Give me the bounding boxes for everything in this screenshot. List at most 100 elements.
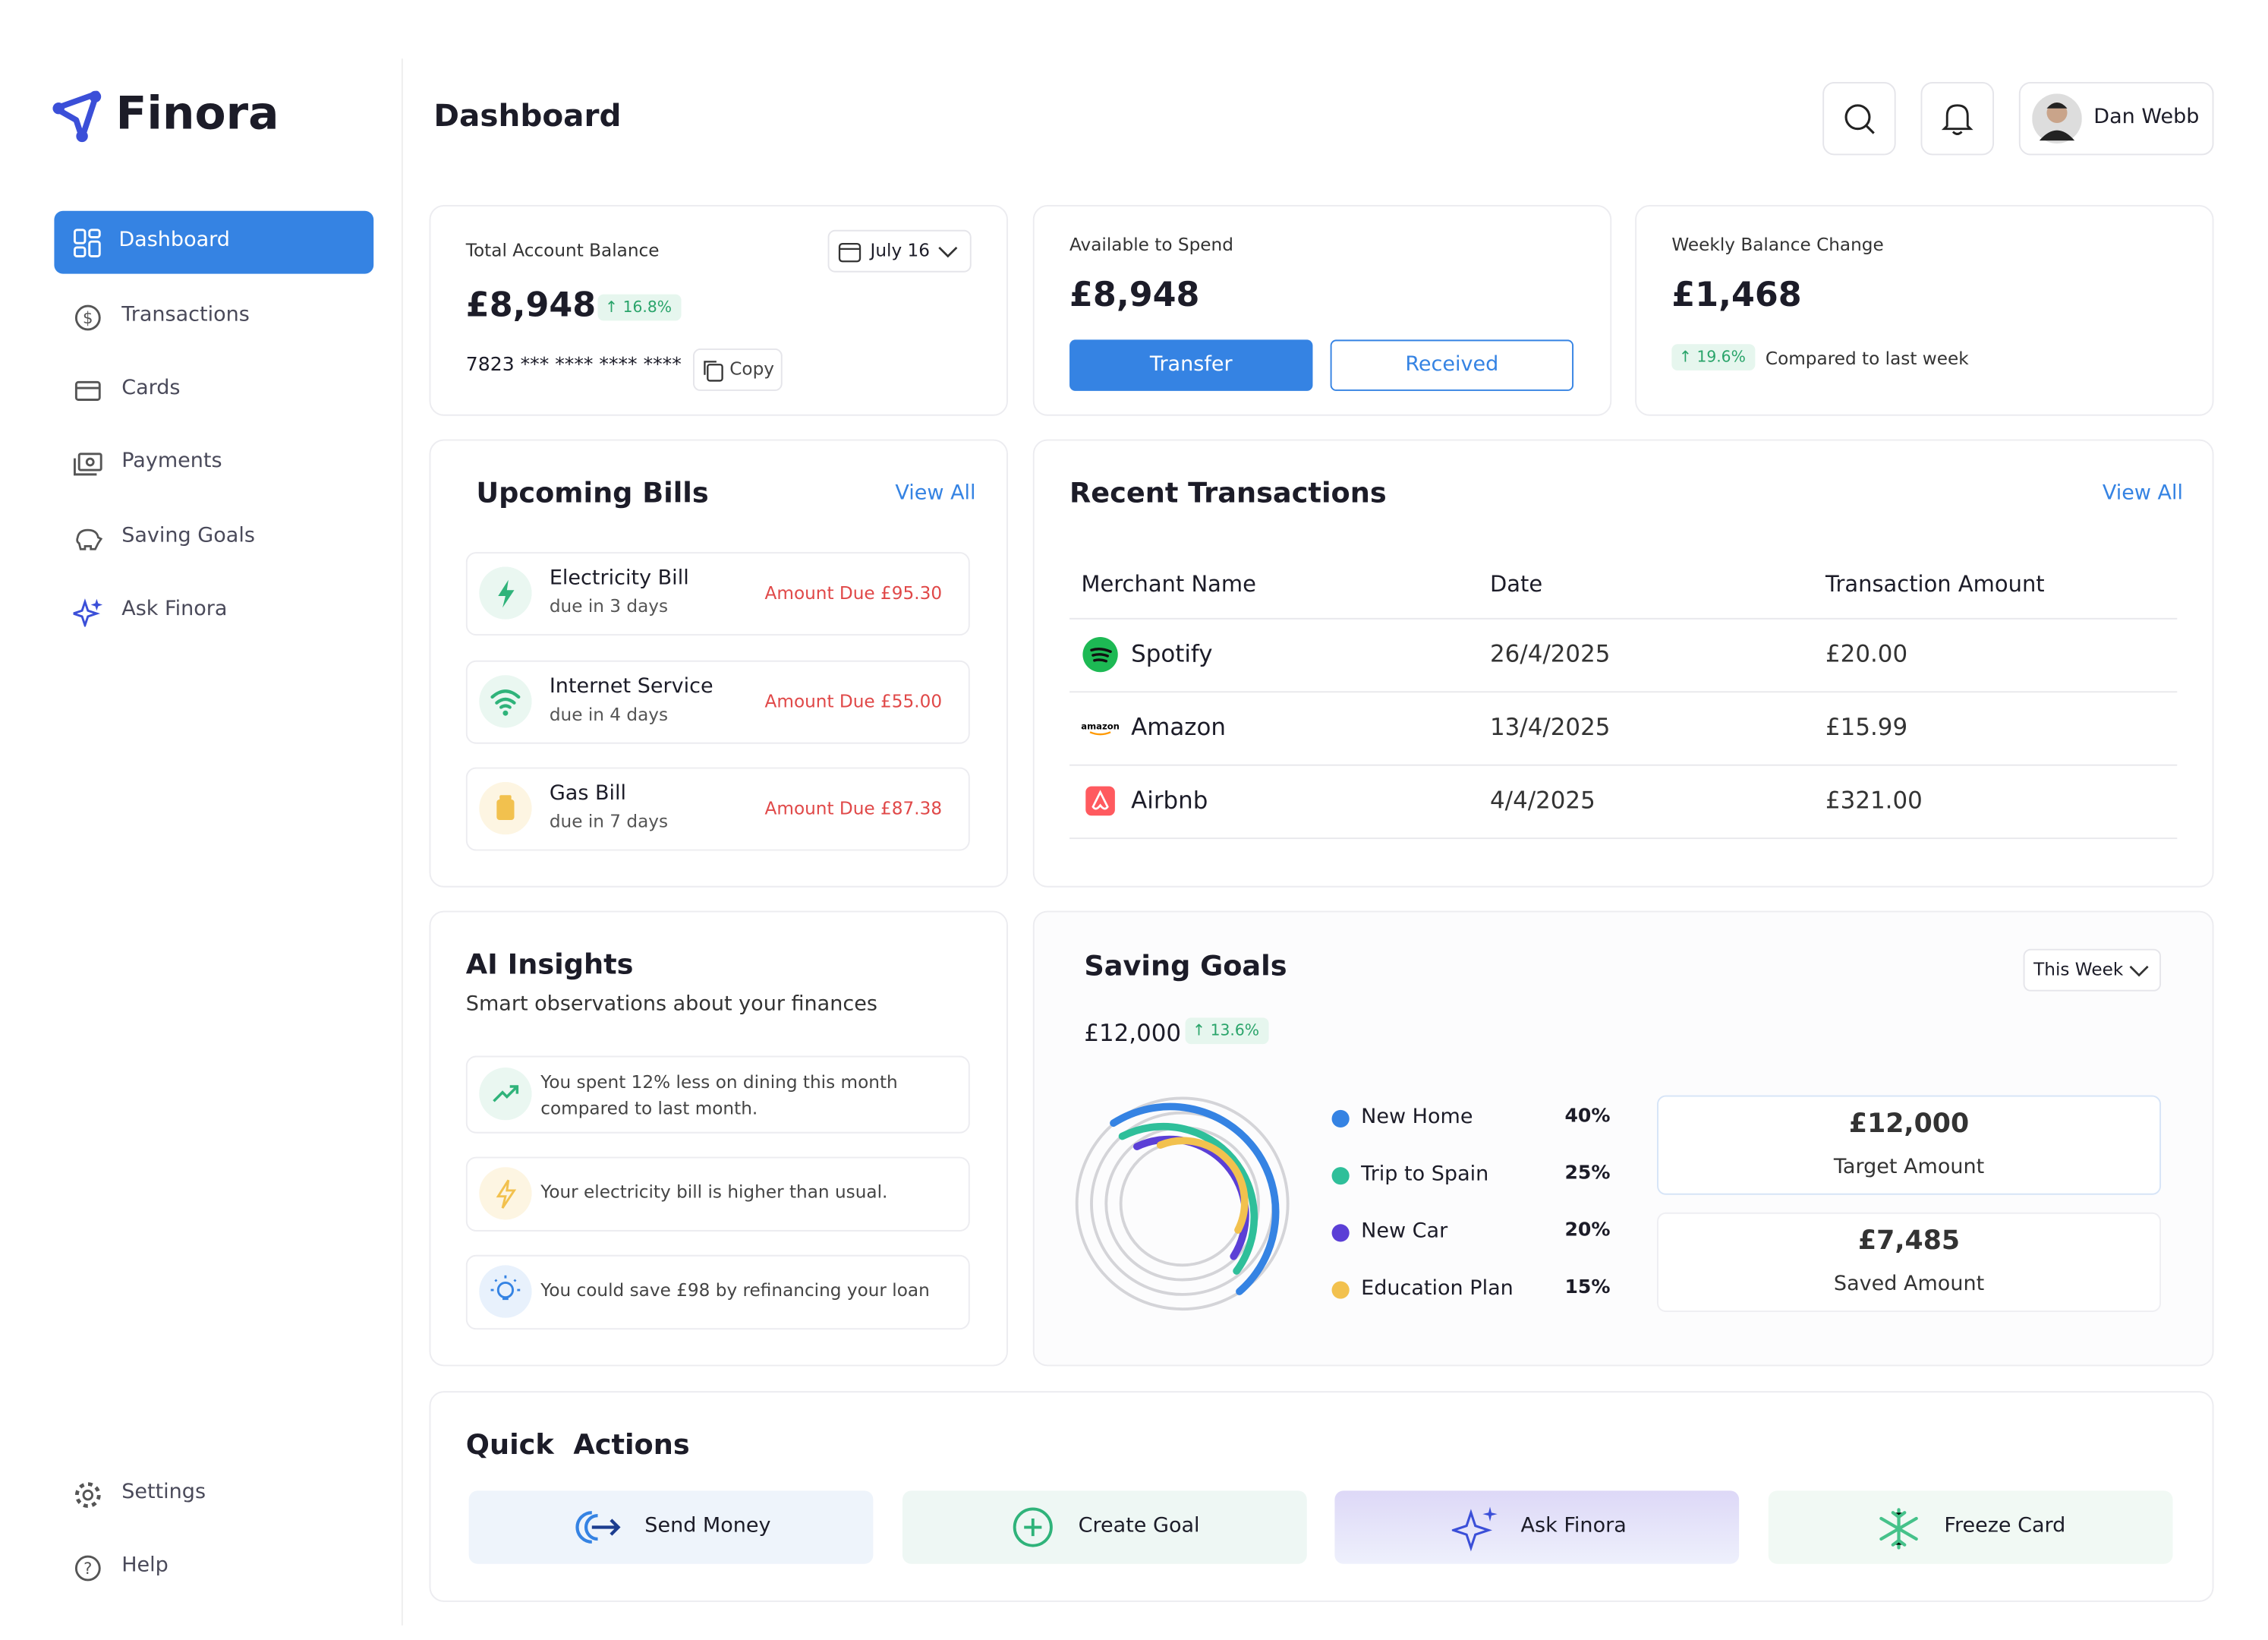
nav-label: Ask Finora — [121, 597, 228, 621]
action-button[interactable]: Create Goal — [902, 1490, 1307, 1564]
change-value: 19.6% — [1696, 348, 1746, 367]
nav-item[interactable]: Cards — [54, 359, 373, 422]
action-icon — [1451, 1506, 1498, 1552]
saved-label: Saved Amount — [1833, 1272, 1985, 1296]
action-button[interactable]: Ask Finora — [1334, 1490, 1740, 1564]
change-pill: ↑ 13.6% — [1185, 1017, 1268, 1045]
nav-label: Saving Goals — [121, 524, 255, 548]
svg-text:?: ? — [83, 1560, 92, 1578]
insights-title: AI Insights — [465, 948, 634, 982]
nav-icon — [76, 528, 103, 550]
nav-item[interactable]: Dashboard — [54, 210, 374, 274]
column-header: Merchant Name — [1081, 571, 1256, 598]
target-box: £12,000 Target Amount — [1657, 1095, 2162, 1195]
svg-text:$: $ — [83, 309, 93, 328]
nav-item[interactable]: Saving Goals — [54, 506, 373, 569]
insight-text: You could save £98 by refinancing your l… — [540, 1279, 930, 1301]
action-button[interactable]: Send Money — [468, 1490, 874, 1564]
chevron — [2129, 965, 2149, 977]
merchant-logo: amazon — [1081, 721, 1120, 736]
date-label: July 16 — [870, 240, 931, 261]
change-pill: ↑ 16.8% — [597, 294, 681, 321]
bills-card: Upcoming Bills View All Electricity Bill… — [429, 439, 1008, 888]
bill-row: Gas Bill due in 7 days Amount Due £87.38 — [465, 767, 970, 851]
nav-item[interactable]: ? Help — [54, 1536, 373, 1599]
weekly-card: Weekly Balance Change £1,468 ↑ 19.6% Com… — [1635, 205, 2214, 416]
insight-icon — [479, 1265, 532, 1318]
bill-amount: Amount Due £55.00 — [764, 691, 943, 712]
nav-item[interactable]: Payments — [54, 432, 373, 495]
available-amount: £8,948 — [1069, 276, 1200, 315]
bill-icon — [479, 675, 532, 728]
bill-name: Internet Service — [549, 675, 713, 699]
nav-icon: $ — [74, 304, 101, 331]
transaction-amount: £20.00 — [1825, 639, 1908, 668]
transfer-button[interactable]: Transfer — [1069, 339, 1313, 391]
goal-name: New Home — [1361, 1105, 1473, 1129]
view-all-link[interactable]: View All — [2102, 481, 2184, 506]
goals-total: £12,000 — [1084, 1019, 1182, 1047]
nav-icon — [74, 1482, 101, 1508]
row-divider — [1069, 837, 2178, 840]
insight-row: You spent 12% less on dining this month … — [465, 1055, 970, 1134]
transaction-date: 26/4/2025 — [1490, 639, 1611, 668]
legend-dots — [1331, 1109, 1350, 1299]
nav-icon — [73, 453, 102, 476]
action-button[interactable]: Freeze Card — [1768, 1490, 2173, 1564]
nav-icon — [73, 229, 101, 257]
saved-amount: £7,485 — [1858, 1225, 1961, 1257]
goal-share: 40% — [1564, 1105, 1611, 1128]
view-all-link[interactable]: View All — [895, 481, 976, 506]
copy-button[interactable]: Copy — [692, 348, 783, 391]
nav-item[interactable]: Settings — [54, 1463, 373, 1526]
goal-name: Trip to Spain — [1361, 1162, 1489, 1187]
bill-row: Electricity Bill due in 3 days Amount Du… — [465, 552, 970, 636]
balance-amount: £8,948 — [465, 287, 597, 326]
nav-label: Dashboard — [118, 228, 230, 252]
search-icon — [1844, 104, 1875, 134]
period-label: This Week — [2033, 959, 2124, 980]
target-label: Target Amount — [1833, 1155, 1985, 1179]
quick-actions-title: Quick Actions — [465, 1429, 690, 1462]
action-icon — [1013, 1507, 1053, 1547]
goal-name: Education Plan — [1361, 1276, 1514, 1301]
merchant-name: Airbnb — [1131, 786, 1208, 815]
bills-title: Upcoming Bills — [476, 477, 709, 510]
nav-item[interactable]: $ Transactions — [54, 285, 373, 348]
date-picker[interactable]: July 16 — [827, 229, 972, 273]
account-number: 7823 *** **** **** **** — [465, 354, 682, 377]
action-icon — [1879, 1508, 1918, 1550]
goal-share: 15% — [1564, 1276, 1611, 1299]
user-name: Dan Webb — [2093, 105, 2200, 129]
saving-goals-card: Saving Goals This Week £12,000 ↑ 13.6% N… — [1032, 910, 2214, 1367]
transaction-amount: £321.00 — [1825, 786, 1923, 815]
chevron — [938, 246, 958, 258]
goal-rings — [1075, 1096, 1290, 1311]
merchant-logo — [1082, 636, 1118, 673]
target-amount: £12,000 — [1848, 1108, 1970, 1140]
copy-label: Copy — [729, 358, 775, 380]
transactions-title: Recent Transactions — [1069, 477, 1387, 510]
search-button[interactable] — [1822, 82, 1896, 156]
insight-text: You spent 12% less on dining this month … — [540, 1071, 898, 1119]
period-select[interactable]: This Week — [2023, 948, 2162, 992]
nav-label: Settings — [121, 1480, 206, 1504]
bill-due: due in 7 days — [549, 811, 669, 832]
notification-button[interactable] — [1920, 82, 1995, 156]
action-label: Freeze Card — [1944, 1514, 2066, 1538]
nav-item[interactable]: Ask Finora — [54, 580, 373, 643]
insight-row: Your electricity bill is higher than usu… — [465, 1156, 970, 1232]
bill-name: Gas Bill — [549, 781, 627, 806]
action-label: Ask Finora — [1520, 1514, 1627, 1538]
merchant-logo — [1085, 786, 1115, 816]
user-menu[interactable]: Dan Webb — [2018, 82, 2214, 156]
column-header: Date — [1490, 571, 1543, 598]
balance-label: Total Account Balance — [465, 240, 660, 261]
bill-amount: Amount Due £87.38 — [764, 798, 943, 819]
received-button[interactable]: Received — [1330, 339, 1574, 391]
row-divider — [1069, 691, 2178, 693]
weekly-label: Weekly Balance Change — [1671, 234, 1884, 255]
nav-label: Cards — [121, 376, 181, 400]
